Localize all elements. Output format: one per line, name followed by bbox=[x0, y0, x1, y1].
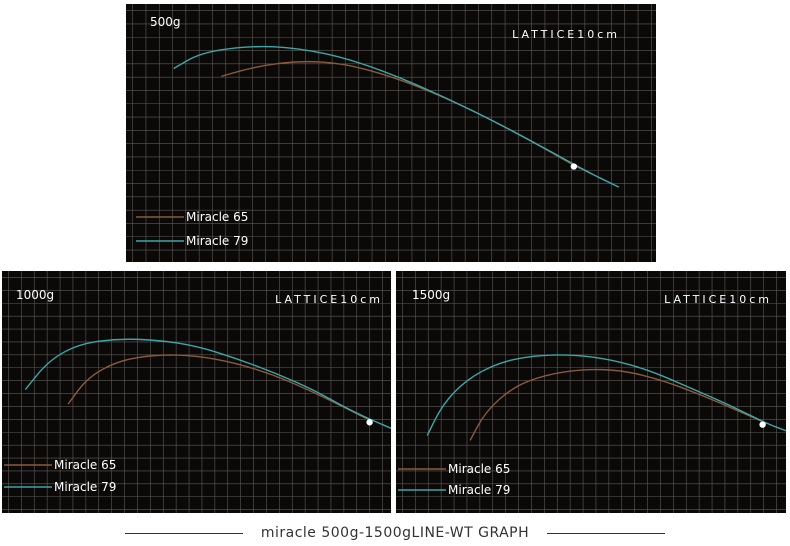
series-line-miracle-65 bbox=[221, 60, 593, 175]
caption-rule-right bbox=[547, 532, 666, 534]
chart-svg-1000g: 1000g LATTICE10cm Miracle 65 Miracle 79 bbox=[2, 271, 391, 513]
caption-rule-left bbox=[124, 532, 243, 534]
lattice-label: LATTICE10cm bbox=[275, 293, 383, 306]
grid-lines bbox=[396, 271, 786, 513]
chart-svg-1500g: 1500g LATTICE10cm Miracle 65 Miracle 79 bbox=[396, 271, 786, 513]
chart-panel-1000g: 1000g LATTICE10cm Miracle 65 Miracle 79 bbox=[2, 271, 391, 513]
series-line-miracle-65 bbox=[67, 354, 372, 422]
chart-panel-1500g: 1500g LATTICE10cm Miracle 65 Miracle 79 bbox=[396, 271, 786, 513]
caption-text: miracle 500g-1500gLINE-WT GRAPH bbox=[260, 525, 530, 541]
grid-lines bbox=[2, 271, 391, 513]
weight-label: 500g bbox=[150, 15, 181, 29]
weight-label: 1500g bbox=[412, 288, 450, 302]
series-line-miracle-79 bbox=[24, 338, 391, 429]
chart-panel-500g: 500g LATTICE10cm Miracle 65 Miracle 79 bbox=[126, 4, 656, 262]
legend-label-miracle-79: Miracle 79 bbox=[186, 234, 248, 248]
legend-label-miracle-79: Miracle 79 bbox=[448, 483, 510, 497]
lattice-label: LATTICE10cm bbox=[512, 28, 620, 41]
legend-label-miracle-65: Miracle 65 bbox=[186, 210, 248, 224]
rod-tip-point bbox=[759, 421, 766, 428]
series-line-miracle-79 bbox=[173, 45, 620, 188]
series-line-miracle-79 bbox=[426, 354, 786, 436]
legend-label-miracle-79: Miracle 79 bbox=[54, 480, 116, 494]
lattice-label: LATTICE10cm bbox=[664, 293, 772, 306]
rod-tip-point bbox=[570, 163, 578, 170]
chart-svg-500g: 500g LATTICE10cm Miracle 65 Miracle 79 bbox=[126, 4, 656, 262]
legend-label-miracle-65: Miracle 65 bbox=[448, 462, 510, 476]
series-line-miracle-65 bbox=[469, 368, 767, 441]
graph-caption: miracle 500g-1500gLINE-WT GRAPH bbox=[0, 521, 790, 545]
legend-label-miracle-65: Miracle 65 bbox=[54, 458, 116, 472]
weight-label: 1000g bbox=[16, 288, 54, 302]
rod-tip-point bbox=[366, 419, 373, 426]
